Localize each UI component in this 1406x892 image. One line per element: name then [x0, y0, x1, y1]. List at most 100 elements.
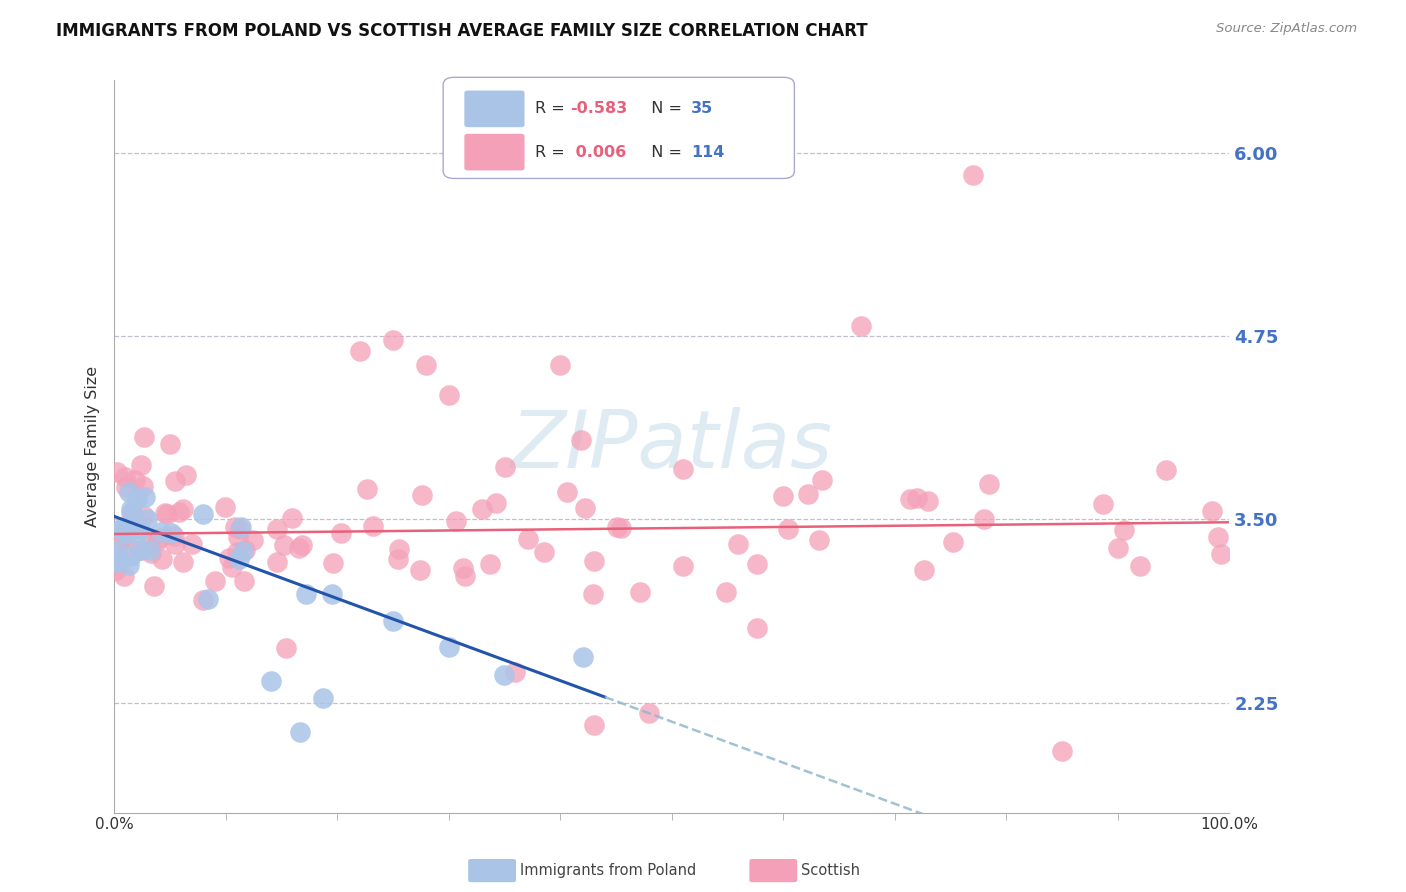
Point [772, 489, 794, 503]
Point [494, 667, 516, 681]
Point [229, 522, 252, 536]
Point [172, 555, 194, 569]
Point [112, 569, 135, 583]
Point [1091, 497, 1114, 511]
Point [226, 545, 249, 559]
Point [233, 542, 256, 557]
Point [159, 526, 181, 541]
Point [437, 640, 460, 654]
Point [979, 477, 1001, 491]
Text: -0.583: -0.583 [571, 102, 627, 116]
Point [1201, 504, 1223, 518]
Point [266, 522, 288, 536]
Point [273, 538, 295, 552]
Point [606, 519, 628, 533]
Point [973, 512, 995, 526]
Point [172, 502, 194, 516]
Point [129, 542, 152, 557]
Point [485, 496, 508, 510]
Point [131, 479, 153, 493]
Point [105, 555, 128, 569]
Point [555, 484, 578, 499]
Text: 114: 114 [690, 145, 724, 160]
Text: 35: 35 [690, 102, 713, 116]
Point [155, 506, 177, 520]
Point [437, 387, 460, 401]
Point [129, 543, 152, 558]
Point [280, 511, 302, 525]
Point [124, 474, 146, 488]
Point [408, 563, 430, 577]
Point [1112, 523, 1135, 537]
Point [232, 543, 254, 558]
Point [224, 520, 246, 534]
Text: 0.006: 0.006 [571, 145, 627, 160]
Point [134, 490, 156, 504]
Point [141, 546, 163, 560]
Point [311, 691, 333, 706]
Point [411, 488, 433, 502]
Point [471, 502, 494, 516]
Point [548, 359, 571, 373]
Point [120, 549, 142, 563]
Point [229, 520, 252, 534]
Point [1129, 558, 1152, 573]
Point [322, 556, 344, 570]
Point [118, 558, 141, 572]
Point [163, 536, 186, 550]
Point [135, 512, 157, 526]
Point [242, 533, 264, 547]
Point [321, 587, 343, 601]
Point [120, 502, 142, 516]
Point [942, 535, 965, 549]
Point [727, 537, 749, 551]
Point [628, 585, 651, 599]
Point [125, 492, 148, 507]
Point [129, 458, 152, 473]
Point [569, 433, 592, 447]
Point [152, 551, 174, 566]
Text: N =: N = [641, 102, 686, 116]
Point [808, 533, 831, 547]
Point [118, 485, 141, 500]
Text: ZIPatlas: ZIPatlas [510, 407, 832, 485]
Point [381, 334, 404, 348]
Point [214, 500, 236, 514]
Point [204, 574, 226, 588]
Point [226, 530, 249, 544]
Point [266, 555, 288, 569]
Point [148, 531, 170, 545]
Point [1156, 463, 1178, 477]
Text: N =: N = [641, 145, 686, 160]
Point [115, 527, 138, 541]
Point [233, 574, 256, 588]
Point [582, 554, 605, 568]
Text: IMMIGRANTS FROM POLAND VS SCOTTISH AVERAGE FAMILY SIZE CORRELATION CHART: IMMIGRANTS FROM POLAND VS SCOTTISH AVERA… [56, 22, 868, 40]
Point [582, 717, 605, 731]
Point [121, 505, 143, 519]
FancyBboxPatch shape [464, 134, 524, 170]
FancyBboxPatch shape [464, 90, 524, 128]
Point [129, 522, 152, 536]
Point [451, 561, 474, 575]
Point [797, 487, 820, 501]
Point [181, 537, 204, 551]
Point [105, 544, 128, 558]
Point [582, 587, 605, 601]
Point [110, 522, 132, 536]
Point [454, 569, 477, 583]
Point [638, 706, 661, 720]
Point [110, 534, 132, 549]
Point [124, 513, 146, 527]
Point [143, 579, 166, 593]
FancyBboxPatch shape [443, 78, 794, 178]
Point [900, 492, 922, 507]
Point [118, 543, 141, 558]
Point [288, 541, 311, 556]
Y-axis label: Average Family Size: Average Family Size [86, 366, 100, 526]
Point [381, 614, 404, 628]
Point [905, 491, 928, 505]
Point [288, 725, 311, 739]
Point [349, 343, 371, 358]
Point [174, 468, 197, 483]
